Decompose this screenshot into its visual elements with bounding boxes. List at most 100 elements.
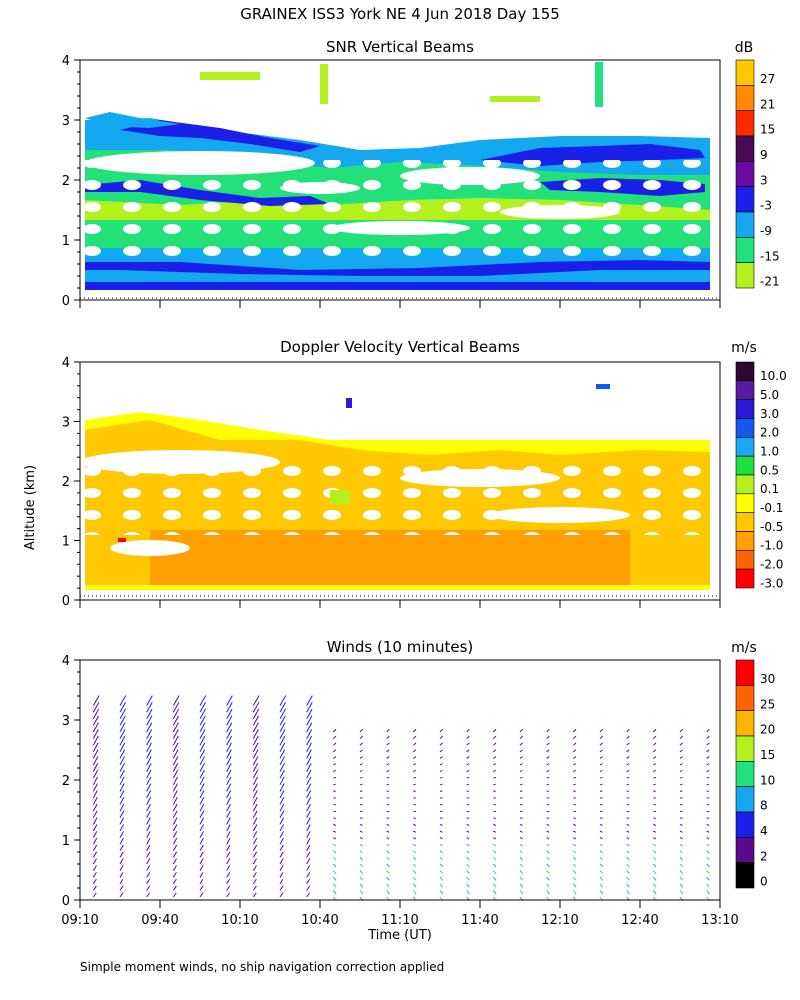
wind-barb: [359, 876, 364, 881]
wind-barb: [386, 876, 390, 881]
wind-barb: [226, 735, 233, 746]
wind-barb: [119, 715, 126, 726]
wind-barb: [146, 790, 152, 799]
wind-barb: [599, 763, 603, 766]
wind-barb: [599, 769, 603, 773]
wind-barb: [119, 735, 126, 746]
wind-barb: [546, 783, 550, 786]
wind-barb: [386, 883, 390, 888]
wind-barb: [146, 749, 152, 759]
wind-barb: [199, 831, 204, 838]
wind-barb: [146, 729, 153, 739]
snr-band-upper-blue: [120, 120, 320, 152]
wind-barb: [599, 837, 603, 840]
wind-barb: [92, 776, 99, 786]
wind-barb: [199, 729, 206, 739]
wind-barb: [412, 870, 417, 874]
wind-barb: [306, 722, 313, 733]
wind-barb: [172, 844, 178, 852]
wind-barb: [653, 749, 657, 753]
wind-barb: [199, 824, 205, 832]
wind-barb: [573, 749, 577, 753]
colorbar-swatch: [735, 735, 755, 762]
colorbar-label: 8: [760, 799, 768, 813]
x-tick-label: 10:40: [301, 913, 338, 928]
wind-barb: [652, 883, 657, 888]
wind-barb: [386, 857, 390, 861]
wind-barb: [172, 783, 178, 792]
wind-barb: [306, 892, 310, 898]
wind-barb: [466, 728, 470, 733]
wind-barb: [226, 742, 232, 753]
wind-barb: [493, 742, 497, 746]
wind-barb: [279, 729, 286, 739]
wind-barb: [252, 783, 258, 792]
wind-barb: [653, 850, 657, 854]
wind-barb: [279, 892, 284, 898]
wind-barb: [706, 883, 710, 888]
wind-barb: [332, 857, 337, 861]
wind-barb: [519, 776, 523, 779]
wind-barb: [172, 872, 177, 878]
colorbar-label: -0.5: [760, 520, 783, 534]
wind-barb: [679, 890, 684, 895]
wind-barb: [306, 824, 311, 832]
wind-barb: [306, 702, 313, 713]
wind-barb: [546, 749, 550, 753]
x-axis-label: Time (UT): [368, 928, 432, 943]
wind-barb: [172, 715, 180, 726]
colorbar-label: 1.0: [760, 444, 779, 458]
wind-barb: [172, 749, 179, 759]
wind-barb: [519, 890, 524, 895]
doppler-gap-2: [400, 469, 560, 487]
wind-barb: [119, 803, 125, 812]
wind-barb: [412, 857, 417, 861]
wind-barb: [599, 857, 603, 861]
wind-barb: [679, 756, 683, 759]
wind-barb: [386, 817, 390, 820]
wind-barb: [119, 722, 126, 733]
colorbar-label: 0.1: [760, 482, 779, 496]
wind-barb: [573, 783, 576, 786]
wind-barb: [466, 749, 470, 753]
wind-barb: [333, 776, 337, 779]
wind-barb: [172, 790, 178, 799]
wind-barb: [306, 803, 311, 812]
doppler-field: [80, 384, 710, 590]
doppler-gap-1: [80, 450, 280, 474]
wind-barb: [573, 769, 577, 773]
wind-barb: [146, 858, 151, 865]
wind-barb: [199, 715, 206, 726]
wind-barb: [92, 762, 99, 772]
doppler-gap-4: [110, 540, 190, 556]
wind-barb: [599, 850, 603, 854]
wind-barb: [199, 790, 205, 799]
wind-barb: [306, 796, 312, 805]
wind-barb: [172, 837, 178, 845]
wind-barb: [359, 883, 364, 888]
wind-barb: [439, 850, 443, 854]
wind-barb: [92, 715, 100, 726]
wind-barb: [199, 702, 206, 713]
wind-barb: [226, 790, 232, 799]
wind-barb: [679, 776, 683, 779]
wind-barb: [92, 796, 98, 805]
wind-barb: [146, 702, 153, 713]
doppler-purple-spot: [346, 398, 352, 408]
wind-barb: [412, 890, 417, 895]
wind-barb: [333, 749, 337, 753]
wind-barb: [652, 728, 657, 733]
wind-barb: [333, 837, 337, 840]
wind-barb: [146, 892, 150, 898]
wind-barb: [146, 872, 151, 878]
wind-barb: [679, 830, 683, 833]
wind-barb: [172, 762, 179, 772]
y-tick-label: 4: [62, 356, 70, 371]
wind-barb: [546, 817, 550, 820]
snr-wisps-3: [595, 62, 603, 107]
doppler-blue-spot: [596, 384, 610, 389]
wind-barb: [652, 735, 657, 739]
wind-barb: [386, 769, 390, 773]
wind-barb: [119, 702, 126, 713]
wind-barb: [492, 857, 497, 861]
